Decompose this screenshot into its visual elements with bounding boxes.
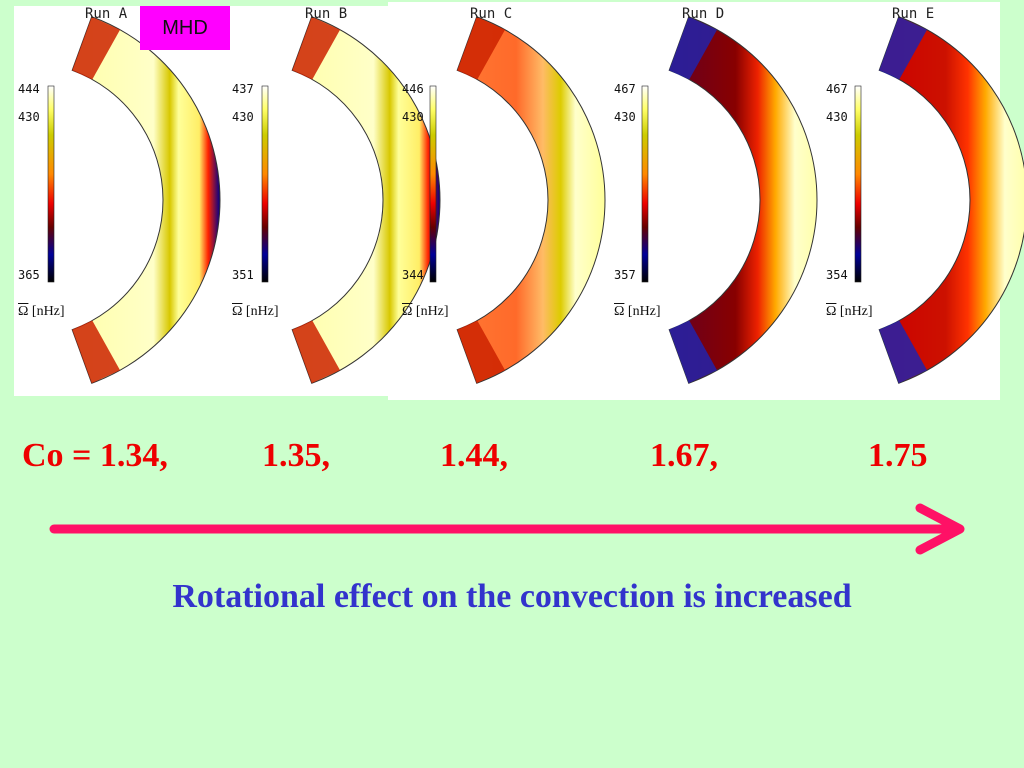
colorbar-tick-min: 351	[232, 268, 254, 282]
omega-symbol: Ω	[18, 304, 29, 319]
omega-symbol: Ω	[402, 304, 413, 319]
omega-symbol: Ω	[232, 304, 243, 319]
unit-text: [nHz]	[412, 304, 449, 319]
colorbar-unit: Ω [nHz]	[826, 304, 873, 320]
colorbar-unit: Ω [nHz]	[18, 304, 65, 320]
co-value-1: Co = 1.34,	[22, 437, 168, 474]
colorbar-unit: Ω [nHz]	[614, 304, 661, 320]
polar-cap	[72, 320, 121, 384]
colorbar	[429, 85, 437, 283]
polar-cap	[292, 320, 341, 384]
colorbar	[641, 85, 649, 283]
unit-text: [nHz]	[242, 304, 279, 319]
co-value-4: 1.67,	[650, 437, 718, 474]
polar-cap	[292, 16, 341, 80]
colorbar	[854, 85, 862, 283]
colorbar-tick-mid: 430	[614, 110, 636, 124]
mhd-tag: MHD	[140, 6, 230, 50]
colorbar-unit: Ω [nHz]	[232, 304, 279, 320]
run-title: Run A	[85, 6, 128, 22]
run-title: Run D	[682, 6, 725, 22]
unit-text: [nHz]	[28, 304, 65, 319]
unit-text: [nHz]	[836, 304, 873, 319]
colorbar-tick-max: 437	[232, 82, 254, 96]
polar-cap	[669, 320, 718, 384]
co-value-2: 1.35,	[262, 437, 330, 474]
colorbar-tick-min: 354	[826, 268, 848, 282]
colorbar-tick-max: 467	[826, 82, 848, 96]
omega-symbol: Ω	[826, 304, 837, 319]
colorbar-tick-min: 357	[614, 268, 636, 282]
colorbar-tick-mid: 430	[232, 110, 254, 124]
shell-run-2	[291, 16, 441, 384]
run-title: Run B	[305, 6, 348, 22]
colorbar-tick-max: 467	[614, 82, 636, 96]
shell-run-3	[456, 16, 606, 384]
shell-run-1	[71, 16, 221, 384]
omega-symbol: Ω	[614, 304, 625, 319]
polar-cap	[879, 16, 928, 80]
increase-arrow	[49, 503, 965, 555]
shell-run-5	[878, 16, 1024, 384]
colorbar-tick-max: 444	[18, 82, 40, 96]
rotation-rate-figure	[47, 16, 1024, 384]
colorbar-unit: Ω [nHz]	[402, 304, 449, 320]
unit-text: [nHz]	[624, 304, 661, 319]
colorbar-tick-mid: 430	[402, 110, 424, 124]
co-value-5: 1.75	[868, 437, 928, 474]
caption: Rotational effect on the convection is i…	[172, 578, 852, 615]
run-title: Run C	[470, 6, 513, 22]
shell-run-4	[668, 16, 818, 384]
colorbar	[261, 85, 269, 283]
polar-cap	[457, 320, 506, 384]
polar-cap	[669, 16, 718, 80]
colorbar-tick-min: 365	[18, 268, 40, 282]
polar-cap	[72, 16, 121, 80]
colorbar-tick-mid: 430	[18, 110, 40, 124]
polar-cap	[457, 16, 506, 80]
co-value-3: 1.44,	[440, 437, 508, 474]
colorbar-tick-max: 446	[402, 82, 424, 96]
colorbar-tick-min: 344	[402, 268, 424, 282]
colorbar	[47, 85, 55, 283]
polar-cap	[879, 320, 928, 384]
colorbar-tick-mid: 430	[826, 110, 848, 124]
run-title: Run E	[892, 6, 935, 22]
